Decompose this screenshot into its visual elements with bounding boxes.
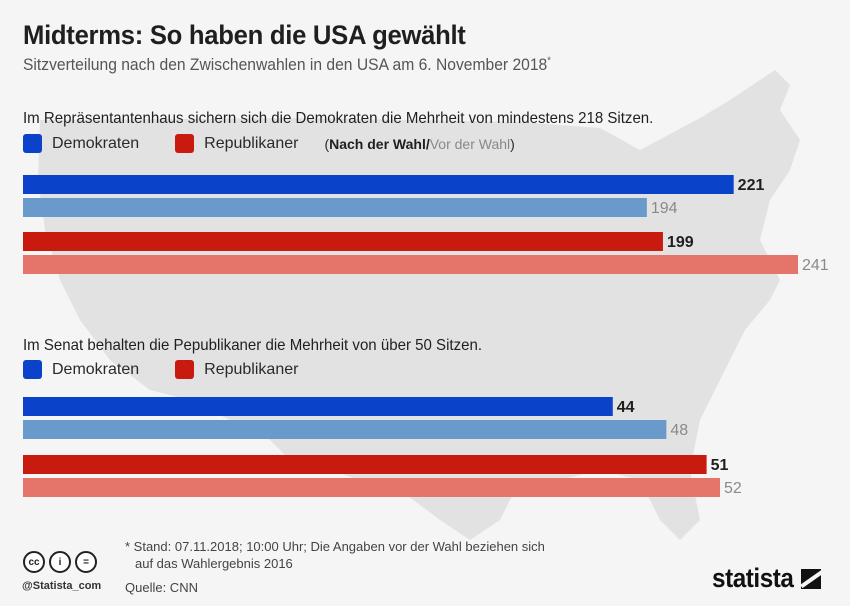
footnote: * Stand: 07.11.2018; 10:00 Uhr; Die Anga… xyxy=(125,538,545,572)
legend-item-rep: Republikaner xyxy=(175,134,298,153)
house-legend: Demokraten Republikaner (Nach der Wahl/V… xyxy=(23,134,515,153)
legend-swatch-rep xyxy=(175,360,195,379)
house-bar-dem-before xyxy=(23,198,647,217)
source: Quelle: CNN xyxy=(125,580,198,595)
note-paren-close: ) xyxy=(510,135,515,152)
subtitle-footnote-marker: * xyxy=(547,55,551,67)
legend-label-dem: Demokraten xyxy=(52,134,140,152)
note-after: Nach der Wahl xyxy=(329,135,426,152)
legend-swatch-dem xyxy=(23,134,42,153)
footnote-line-2: auf das Wahlergebnis 2016 xyxy=(135,556,293,571)
house-label-rep-before: 241 xyxy=(802,257,829,274)
senate-heading: Im Senat behalten die Pepublikaner die M… xyxy=(23,337,483,354)
attribution-icon: i xyxy=(49,551,71,573)
house-bar-rep-before xyxy=(23,255,798,274)
senate-legend: Demokraten Republikaner xyxy=(23,360,334,379)
legend-swatch-rep xyxy=(175,134,195,153)
senate-bar-rep-before xyxy=(23,478,720,497)
footnote-line-1: * Stand: 07.11.2018; 10:00 Uhr; Die Anga… xyxy=(125,539,545,554)
chart-subtitle: Sitzverteilung nach den Zwischenwahlen i… xyxy=(23,55,551,75)
chart-title: Midterms: So haben die USA gewählt xyxy=(23,20,466,50)
senate-label-rep-before: 52 xyxy=(724,480,742,497)
subtitle-text: Sitzverteilung nach den Zwischenwahlen i… xyxy=(23,55,548,74)
senate-bar-rep-after xyxy=(23,455,707,474)
note-paren-open: ( xyxy=(324,135,330,152)
senate-label-dem-before: 48 xyxy=(670,422,688,439)
house-bar-rep-after xyxy=(23,232,663,251)
cc-icon: cc xyxy=(23,551,45,573)
legend-label-rep: Republikaner xyxy=(204,134,299,152)
legend-label-dem: Demokraten xyxy=(52,360,140,378)
no-derivatives-icon: = xyxy=(75,551,97,573)
license-icons[interactable]: cc i = xyxy=(23,551,97,573)
senate-label-rep-after: 51 xyxy=(711,457,729,474)
legend-swatch-dem xyxy=(23,360,42,379)
senate-bar-dem-before xyxy=(23,420,667,439)
statista-logo[interactable]: statista xyxy=(712,563,821,594)
brand-wordmark: statista xyxy=(712,563,794,593)
senate-bar-dem-after xyxy=(23,397,613,416)
legend-item-rep: Republikaner xyxy=(175,360,298,379)
house-label-dem-after: 221 xyxy=(738,177,765,194)
statista-logo-icon xyxy=(800,568,821,589)
house-label-rep-after: 199 xyxy=(667,234,694,251)
house-label-dem-before: 194 xyxy=(651,200,678,217)
legend-note: (Nach der Wahl/Vor der Wahl) xyxy=(324,136,514,152)
senate-label-dem-after: 44 xyxy=(617,399,635,416)
legend-label-rep: Republikaner xyxy=(204,360,299,378)
legend-item-dem: Demokraten xyxy=(23,134,139,153)
house-bar-dem-after xyxy=(23,175,734,194)
legend-item-dem: Demokraten xyxy=(23,360,139,379)
note-slash: / xyxy=(425,135,430,152)
twitter-handle[interactable]: @Statista_com xyxy=(22,580,102,592)
note-before: Vor der Wahl xyxy=(429,135,511,152)
house-heading: Im Repräsentantenhaus sichern sich die D… xyxy=(23,110,654,127)
